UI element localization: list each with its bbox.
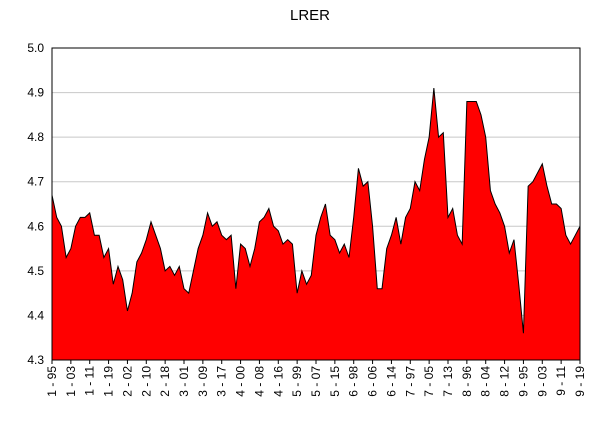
- x-tick-label: 7 - 97: [403, 366, 417, 397]
- x-tick-label: 8 - 12: [498, 366, 512, 397]
- x-tick-label: 3 - 09: [196, 366, 210, 397]
- x-tick-label: 2 - 18: [158, 366, 172, 397]
- x-tick-label: 7 - 05: [422, 366, 436, 397]
- x-tick-label: 9 - 11: [554, 366, 568, 396]
- y-tick-label: 5.0: [27, 41, 44, 55]
- x-tick-label: 4 - 00: [234, 366, 248, 397]
- x-tick-label: 3 - 17: [215, 366, 229, 397]
- chart-title: LRER: [290, 7, 330, 24]
- x-tick-label: 1 - 11: [83, 366, 97, 396]
- y-tick-label: 4.3: [27, 353, 44, 367]
- x-tick-label: 9 - 19: [573, 366, 587, 397]
- x-tick-label: 5 - 15: [328, 366, 342, 397]
- x-tick-label: 1 - 95: [45, 366, 59, 397]
- x-tick-label: 4 - 16: [271, 366, 285, 397]
- x-tick-label: 3 - 01: [177, 366, 191, 397]
- y-tick-label: 4.5: [27, 264, 44, 278]
- x-tick-label: 7 - 13: [441, 366, 455, 397]
- x-tick-label: 9 - 95: [516, 366, 530, 397]
- y-tick-label: 4.7: [27, 175, 44, 189]
- x-tick-label: 6 - 06: [366, 366, 380, 397]
- y-tick-label: 4.9: [27, 86, 44, 100]
- y-tick-label: 4.4: [27, 308, 44, 322]
- area: [52, 88, 580, 361]
- x-tick-label: 9 - 03: [535, 366, 549, 397]
- x-tick-label: 2 - 02: [120, 366, 134, 397]
- x-tick-label: 6 - 98: [347, 366, 361, 397]
- y-tick-label: 4.6: [27, 219, 44, 233]
- x-tick-label: 8 - 96: [460, 366, 474, 397]
- x-tick-label: 2 - 10: [139, 366, 153, 397]
- x-tick-label: 8 - 04: [479, 366, 493, 397]
- y-tick-label: 4.8: [27, 130, 44, 144]
- x-tick-label: 4 - 08: [252, 366, 266, 397]
- x-tick-label: 5 - 07: [309, 366, 323, 397]
- x-tick-label: 1 - 03: [64, 366, 78, 397]
- x-tick-label: 1 - 19: [102, 366, 116, 397]
- area-outline: [51, 88, 581, 334]
- x-tick-label: 6 - 14: [384, 366, 398, 397]
- x-tick-label: 5 - 99: [290, 366, 304, 397]
